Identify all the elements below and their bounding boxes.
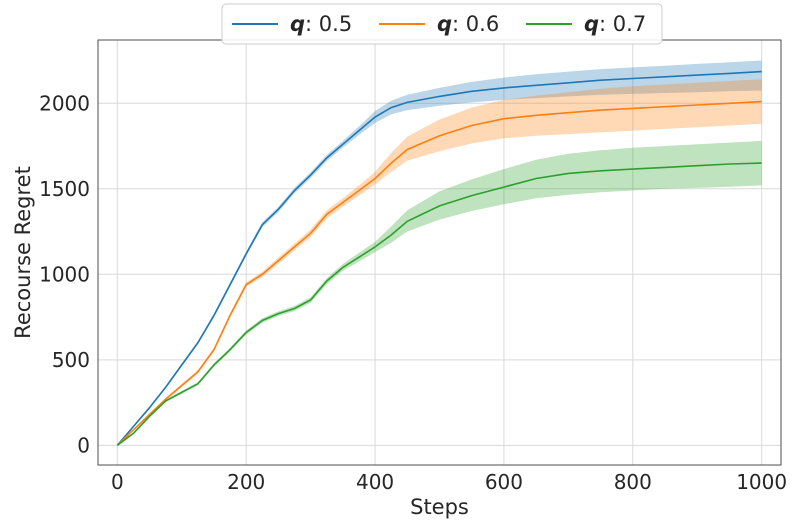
legend-entry: q: 0.7 <box>584 12 646 36</box>
series-line <box>116 70 762 446</box>
legend-value: : 0.5 <box>305 12 352 36</box>
legend-variable: q <box>437 12 452 36</box>
x-axis-label: Steps <box>410 495 469 519</box>
confidence-band <box>117 79 762 446</box>
legend-variable: q <box>584 12 599 36</box>
series-line <box>116 162 762 446</box>
legend-box <box>221 3 663 45</box>
series-lines <box>116 70 762 446</box>
y-axis-label: Recourse Regret <box>11 166 35 339</box>
confidence-bands <box>117 60 762 446</box>
legend-entry: q: 0.5 <box>290 12 352 36</box>
y-tick-label: 0 <box>77 433 90 457</box>
x-tick-label: 400 <box>356 470 394 494</box>
x-tick-label: 0 <box>111 470 124 494</box>
y-tick-label: 1500 <box>39 177 90 201</box>
legend-entry: q: 0.6 <box>437 12 499 36</box>
grid-lines <box>98 40 781 465</box>
y-tick-label: 2000 <box>39 91 90 115</box>
legend-variable: q <box>290 12 305 36</box>
legend: q: 0.5 q: 0.6 q: 0.7 <box>221 3 663 45</box>
tick-labels: 0 200 400 600 800 1000 0 500 1000 1500 2000 <box>39 91 787 494</box>
legend-value: : 0.6 <box>452 12 499 36</box>
confidence-band <box>117 140 762 446</box>
y-tick-label: 500 <box>52 348 90 372</box>
x-tick-label: 1000 <box>736 470 787 494</box>
x-tick-label: 800 <box>614 470 652 494</box>
x-tick-label: 200 <box>227 470 265 494</box>
legend-value: : 0.7 <box>599 12 646 36</box>
x-tick-label: 600 <box>485 470 523 494</box>
series-line <box>116 100 762 446</box>
y-tick-label: 1000 <box>39 262 90 286</box>
